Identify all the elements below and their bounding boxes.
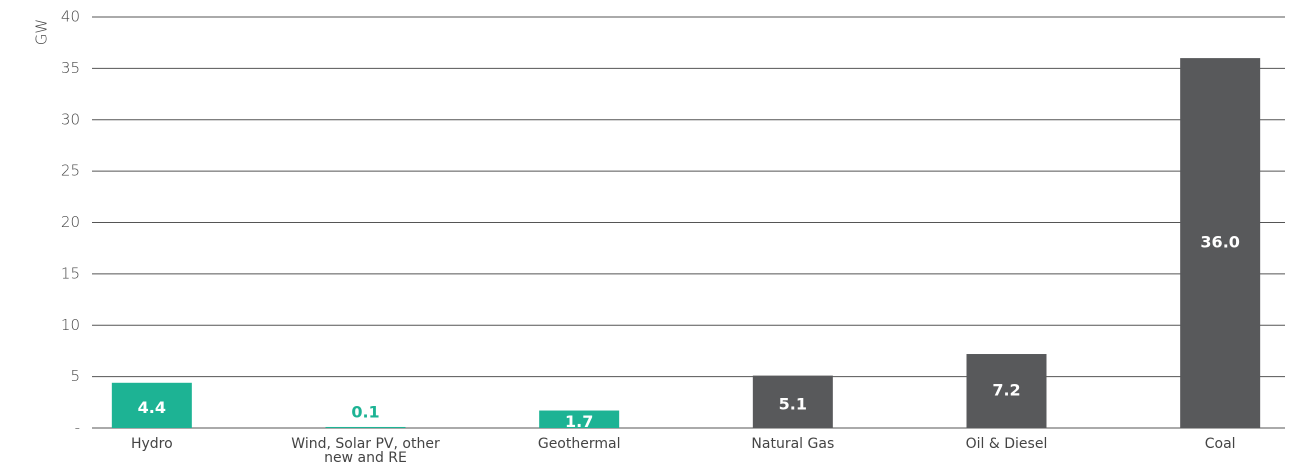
y-tick-label: 30 [61,110,80,128]
y-tick-label: 10 [61,316,80,334]
bar [1180,58,1261,428]
data-label: 0.1 [351,402,379,421]
data-label: 4.4 [138,398,166,417]
y-tick-label: 25 [61,162,80,180]
bar [752,375,833,428]
bar [539,410,620,428]
y-tick-label: 15 [61,264,80,282]
data-label: 1.7 [565,412,593,431]
x-tick-label: Wind, Solar PV, other new and RE [291,436,440,466]
x-tick-label: Oil & Diesel [965,436,1048,452]
x-tick-label: Natural Gas [751,436,835,452]
x-tick-label: Coal [1204,436,1236,452]
bar [966,354,1047,428]
y-tick-label: 5 [70,367,80,385]
y-tick-label: - [75,419,80,437]
y-tick-label: 20 [61,213,80,231]
y-axis-label: GW [33,19,51,45]
y-tick-label: 35 [61,59,80,77]
y-tick-label: 40 [61,8,80,26]
data-label: 36.0 [1200,233,1239,252]
x-tick-label: Geothermal [537,436,621,452]
data-label: 7.2 [992,381,1020,400]
bar [325,426,406,428]
bar [111,382,192,428]
x-tick-label: Hydro [130,436,173,452]
data-label: 5.1 [779,394,807,413]
